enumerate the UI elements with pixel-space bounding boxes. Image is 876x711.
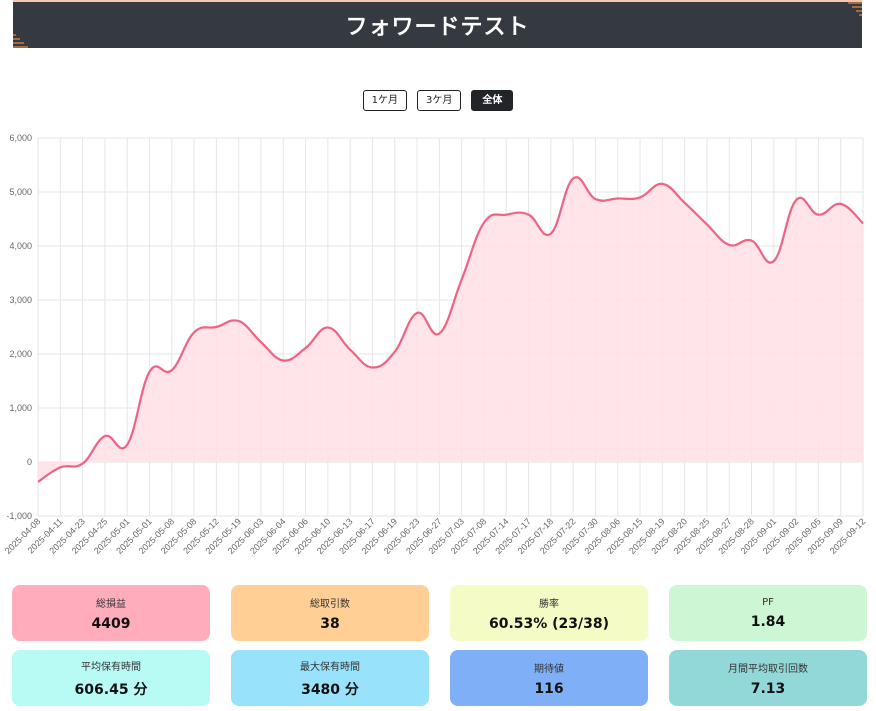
stat-label: PF [762,596,774,608]
stat-label: 期待値 [534,663,564,675]
page-title: フォワードテスト [345,15,530,40]
stat-value: 7.13 [750,680,786,697]
stat-card-total-pnl: 総損益 4409 [12,585,210,641]
series-area [38,177,863,482]
stat-card-avg-hold: 平均保有時間 606.45 分 [12,650,210,706]
stat-value: 606.45 分 [74,681,148,698]
y-tick-label: 3,000 [9,295,32,305]
stat-value: 38 [320,615,340,632]
stats-grid: 総損益 4409 総取引数 38 勝率 60.53% (23/38) PF 1.… [12,585,867,706]
equity-chart: -1,00001,0002,0003,0004,0005,0006,000202… [3,133,868,556]
range-selector: 1ケ月 3ケ月 全体 [0,90,876,111]
stat-card-total-trades: 総取引数 38 [231,585,429,641]
stat-label: 月間平均取引回数 [728,663,808,675]
range-3-month-button[interactable]: 3ケ月 [417,90,462,111]
corner-stripes-icon [848,2,862,16]
stat-card-max-hold: 最大保有時間 3480 分 [231,650,429,706]
stat-card-pf: PF 1.84 [669,585,867,641]
stat-label: 勝率 [539,598,559,610]
stat-card-win-rate: 勝率 60.53% (23/38) [450,585,648,641]
header-top-accent [13,0,862,2]
y-tick-label: 0 [27,457,32,467]
y-tick-label: 4,000 [9,241,32,251]
corner-stripes-icon [13,34,28,48]
y-tick-label: 1,000 [9,403,32,413]
stat-label: 最大保有時間 [300,661,360,673]
range-1-month-button[interactable]: 1ケ月 [362,90,407,111]
stat-value: 4409 [91,615,131,632]
stat-value: 3480 分 [301,681,359,698]
y-tick-label: 5,000 [9,187,32,197]
stat-label: 総取引数 [310,598,350,610]
y-tick-label: -1,000 [6,511,32,521]
y-tick-label: 6,000 [9,133,32,143]
stat-value: 1.84 [750,613,786,630]
title-bar: フォワードテスト [13,2,862,48]
range-all-button[interactable]: 全体 [471,90,514,111]
stat-label: 平均保有時間 [81,661,141,673]
stat-card-expectancy: 期待値 116 [450,650,648,706]
stat-value: 116 [534,680,564,697]
y-tick-label: 2,000 [9,349,32,359]
stat-value: 60.53% (23/38) [488,615,610,632]
stat-card-monthly-trades: 月間平均取引回数 7.13 [669,650,867,706]
stat-label: 総損益 [96,598,126,610]
